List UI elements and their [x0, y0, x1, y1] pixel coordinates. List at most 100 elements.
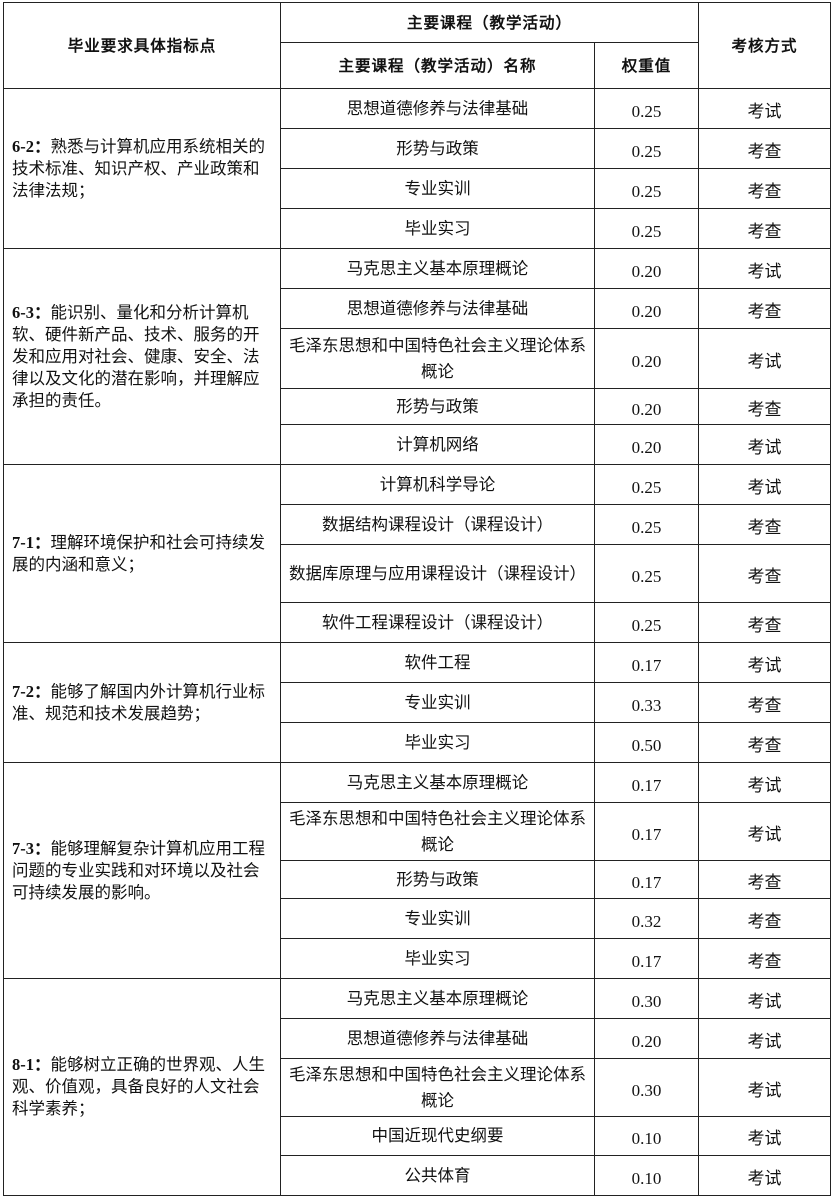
assessment-cell: 考试: [698, 1116, 832, 1156]
course-name-cell: 毕业实习: [280, 208, 595, 249]
course-name-cell: 毛泽东思想和中国特色社会主义理论体系概论: [280, 802, 595, 861]
assessment-cell: 考试: [698, 248, 832, 289]
weight-cell: 0.10: [593, 1116, 700, 1156]
course-name-cell: 专业实训: [280, 682, 595, 723]
header-courses-group: 主要课程（教学活动）: [279, 2, 700, 43]
course-name-cell: 公共体育: [280, 1155, 595, 1196]
table-row: 数据结构课程设计（课程设计） 0.25 考查: [4, 504, 832, 545]
table-row: 形势与政策 0.25 考查: [4, 128, 832, 169]
weight-cell: 0.17: [593, 860, 700, 899]
weight-cell: 0.33: [593, 682, 700, 723]
requirement-cell: 7-2：能够了解国内外计算机行业标准、规范和技术发展趋势；: [3, 642, 281, 763]
weight-cell: 0.17: [593, 938, 700, 979]
table-row: 形势与政策 0.20 考查: [4, 388, 832, 425]
course-name-cell: 计算机网络: [280, 424, 595, 465]
table-row: 8-1：能够树立正确的世界观、人生观、价值观，具备良好的人文社会科学素养； 马克思…: [3, 978, 832, 1196]
course-name-cell: 专业实训: [280, 898, 595, 939]
course-name-cell: 中国近现代史纲要: [280, 1116, 595, 1156]
weight-cell: 0.17: [593, 802, 700, 861]
course-name-cell: 计算机科学导论: [280, 464, 595, 505]
assessment-cell: 考查: [698, 722, 832, 763]
course-name-cell: 专业实训: [280, 168, 595, 209]
requirement-code: 6-3：: [12, 302, 51, 322]
assessment-cell: 考试: [698, 328, 832, 389]
weight-cell: 0.17: [593, 642, 700, 683]
requirement-cell: 7-3：能够理解复杂计算机应用工程问题的专业实践和对环境以及社会可持续发展的影响…: [3, 762, 281, 979]
course-name-cell: 数据结构课程设计（课程设计）: [280, 504, 595, 545]
course-name-cell: 毛泽东思想和中国特色社会主义理论体系概论: [280, 328, 595, 389]
course-name-cell: 毕业实习: [280, 938, 595, 979]
assessment-cell: 考试: [698, 464, 832, 505]
weight-cell: 0.25: [593, 168, 700, 209]
course-name-cell: 数据库原理与应用课程设计（课程设计）: [280, 544, 595, 603]
course-name-cell: 思想道德修养与法律基础: [280, 288, 595, 329]
weight-cell: 0.20: [593, 248, 700, 289]
header-weight: 权重值: [593, 42, 700, 89]
weight-cell: 0.30: [593, 1058, 700, 1117]
requirement-text: 能识别、量化和分析计算机软、硬件新产品、技术、服务的开发和应用对社会、健康、安全…: [12, 302, 260, 410]
course-name-cell: 软件工程: [280, 642, 595, 683]
table-row: 专业实训 0.32 考查: [4, 898, 832, 939]
header-requirement: 毕业要求具体指标点: [3, 2, 281, 89]
requirement-cell: 6-2：熟悉与计算机应用系统相关的技术标准、知识产权、产业政策和法律法规；: [3, 88, 281, 249]
assessment-cell: 考查: [698, 602, 832, 643]
weight-cell: 0.17: [593, 762, 700, 803]
assessment-cell: 考试: [698, 802, 832, 861]
course-name-cell: 形势与政策: [280, 388, 595, 425]
weight-cell: 0.25: [593, 602, 700, 643]
header-course-name: 主要课程（教学活动）名称: [280, 42, 595, 89]
weight-cell: 0.25: [593, 544, 700, 603]
weight-cell: 0.20: [593, 288, 700, 329]
assessment-cell: 考试: [698, 1018, 832, 1059]
assessment-cell: 考查: [698, 938, 832, 979]
table-row: 中国近现代史纲要 0.10 考试: [4, 1116, 832, 1156]
requirement-cell: 7-1：理解环境保护和社会可持续发展的内涵和意义；: [3, 464, 281, 643]
table-row: 思想道德修养与法律基础 0.20 考试: [4, 1018, 832, 1059]
table-row: 6-2：熟悉与计算机应用系统相关的技术标准、知识产权、产业政策和法律法规； 思想道…: [3, 88, 832, 249]
requirement-code: 8-1：: [12, 1055, 51, 1074]
weight-cell: 0.20: [593, 424, 700, 465]
table-row: 专业实训 0.25 考查: [4, 168, 832, 209]
requirement-code: 6-2：: [12, 136, 51, 156]
table-row: 毛泽东思想和中国特色社会主义理论体系概论 0.30 考试: [4, 1058, 832, 1117]
table-row: 计算机网络 0.20 考试: [4, 424, 832, 465]
course-name-cell: 思想道德修养与法律基础: [280, 88, 595, 129]
header-assessment: 考核方式: [698, 2, 832, 89]
table-row: 软件工程课程设计（课程设计） 0.25 考查: [4, 602, 832, 643]
assessment-cell: 考查: [698, 860, 832, 899]
weight-cell: 0.32: [593, 898, 700, 939]
assessment-cell: 考试: [698, 642, 832, 683]
weight-cell: 0.20: [593, 388, 700, 425]
requirement-text: 熟悉与计算机应用系统相关的技术标准、知识产权、产业政策和法律法规；: [12, 136, 265, 200]
assessment-cell: 考查: [698, 898, 832, 939]
course-name-cell: 形势与政策: [280, 860, 595, 899]
weight-cell: 0.25: [593, 464, 700, 505]
course-name-cell: 形势与政策: [280, 128, 595, 169]
weight-cell: 0.20: [593, 1018, 700, 1059]
table-row: 毕业实习 0.17 考查: [4, 938, 832, 979]
table-row: 专业实训 0.33 考查: [4, 682, 832, 723]
course-name-cell: 马克思主义基本原理概论: [280, 762, 595, 803]
assessment-cell: 考试: [698, 762, 832, 803]
assessment-cell: 考查: [698, 208, 832, 249]
requirement-text: 能够了解国内外计算机行业标准、规范和技术发展趋势；: [12, 681, 265, 723]
table-row: 形势与政策 0.17 考查: [4, 860, 832, 899]
requirement-text: 理解环境保护和社会可持续发展的内涵和意义；: [12, 532, 265, 574]
course-name-cell: 马克思主义基本原理概论: [280, 978, 595, 1019]
weight-cell: 0.30: [593, 978, 700, 1019]
assessment-cell: 考查: [698, 388, 832, 425]
requirement-text: 能够理解复杂计算机应用工程问题的专业实践和对环境以及社会可持续发展的影响。: [12, 838, 265, 902]
assessment-cell: 考查: [698, 544, 832, 603]
table-row: 思想道德修养与法律基础 0.20 考查: [4, 288, 832, 329]
course-requirement-table: 毕业要求具体指标点 主要课程（教学活动） 考核方式 主要课程（教学活动）名称 权…: [3, 2, 832, 1196]
requirement-code: 7-3：: [12, 838, 51, 858]
assessment-cell: 考试: [698, 424, 832, 465]
weight-cell: 0.25: [593, 504, 700, 545]
course-name-cell: 软件工程课程设计（课程设计）: [280, 602, 595, 643]
table-row: 7-3：能够理解复杂计算机应用工程问题的专业实践和对环境以及社会可持续发展的影响…: [3, 762, 832, 979]
weight-cell: 0.25: [593, 128, 700, 169]
requirement-cell: 8-1：能够树立正确的世界观、人生观、价值观，具备良好的人文社会科学素养；: [3, 978, 281, 1196]
assessment-cell: 考试: [698, 88, 832, 129]
weight-cell: 0.25: [593, 208, 700, 249]
assessment-cell: 考查: [698, 682, 832, 723]
